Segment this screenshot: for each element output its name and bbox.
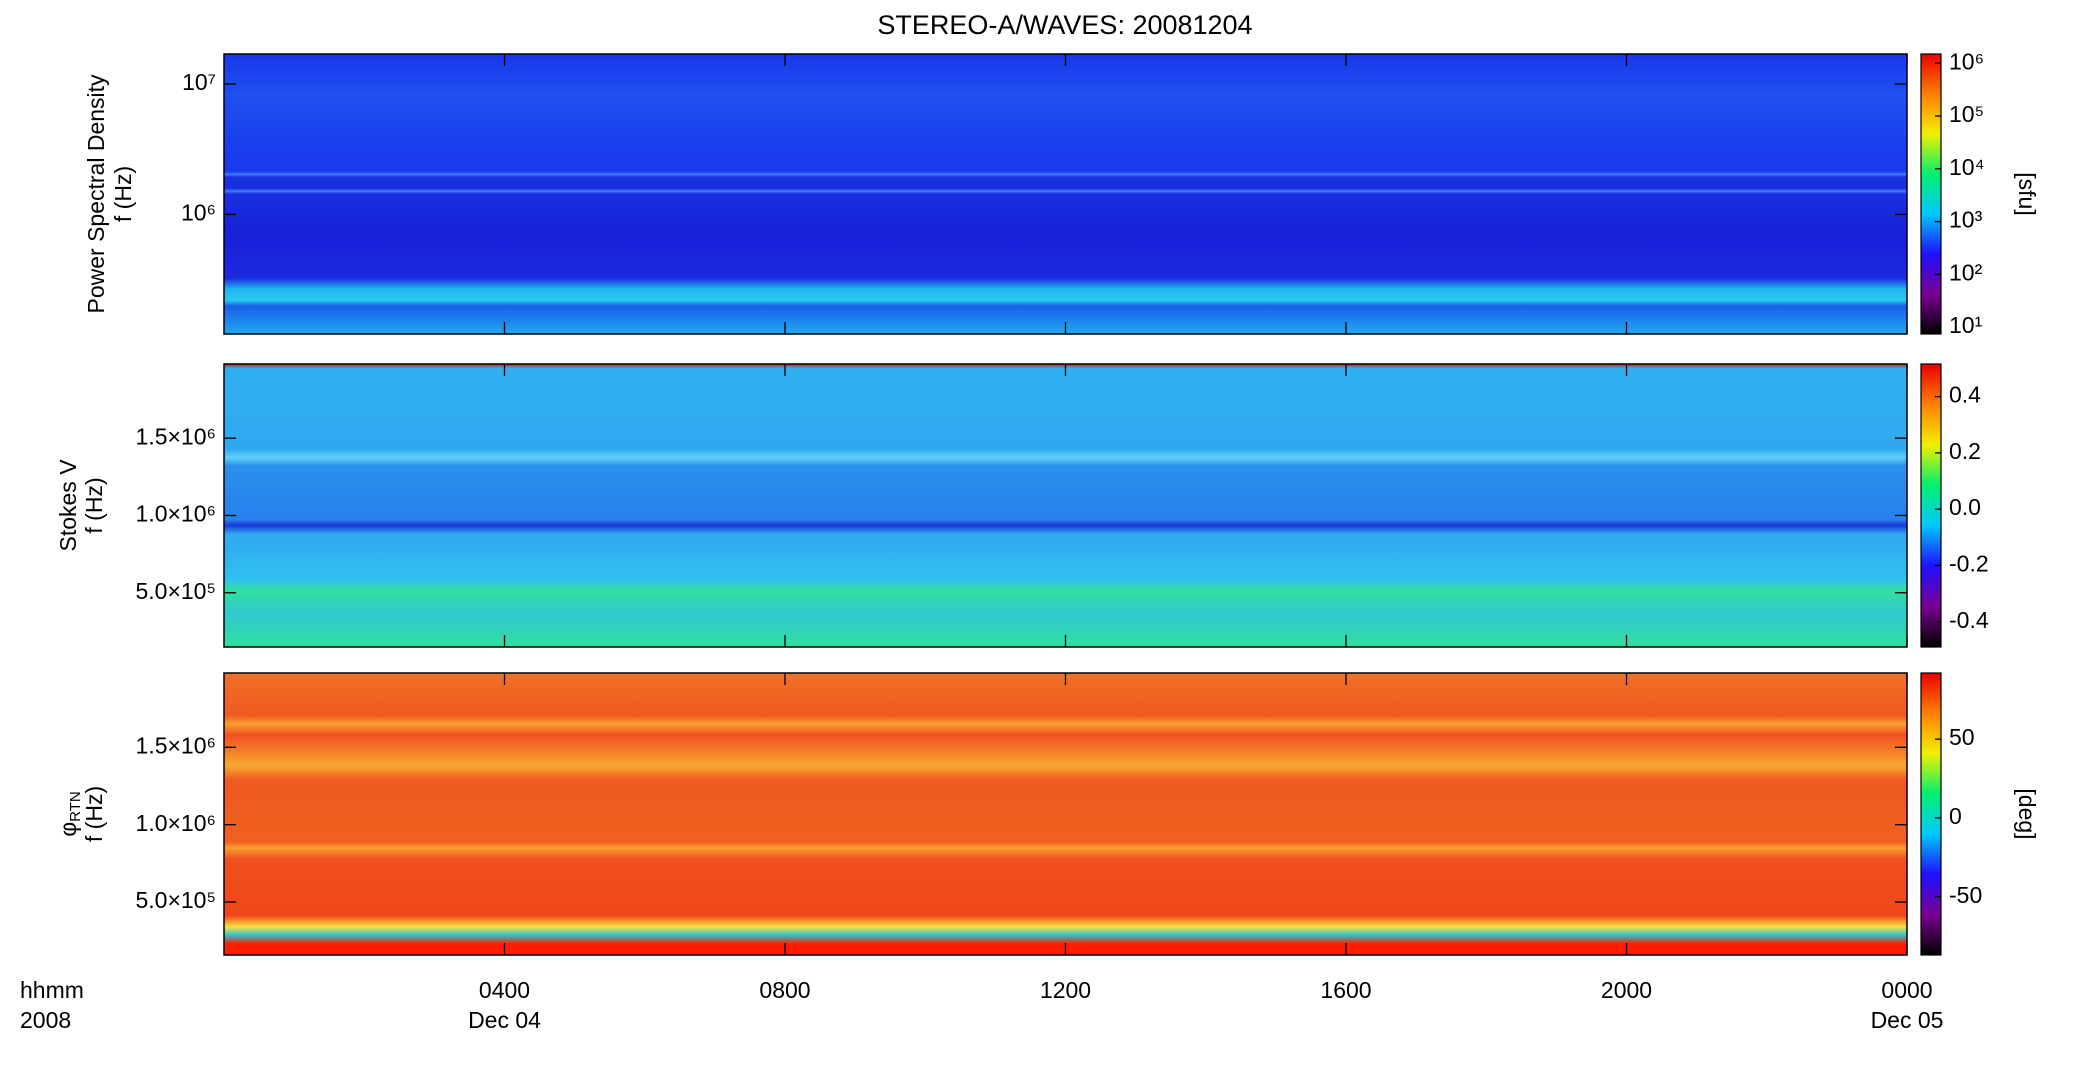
colorbar-tick-label: 10⁶	[1949, 48, 1984, 74]
spectrogram	[224, 673, 1907, 955]
colorbar-tick-label: -0.4	[1949, 607, 1989, 633]
y-axis-label-symbol: φ	[55, 822, 81, 837]
colorbar	[1920, 672, 1942, 956]
colorbar-tick-label: -0.2	[1949, 550, 1989, 576]
colorbar-tick-label: 50	[1949, 724, 1975, 750]
colorbar-tick-label: 10¹	[1949, 312, 1983, 338]
colorbar-label: [deg]	[2014, 788, 2040, 839]
x-tick-label: 2000	[1601, 977, 1652, 1003]
colorbar-label: [sfu]	[2014, 172, 2040, 215]
colorbar-tick-label: 0.2	[1949, 438, 1981, 464]
x-tick-label: 0000	[1881, 977, 1932, 1003]
y-axis-label: Stokes V	[55, 459, 81, 552]
colorbar-tick-label: 0.0	[1949, 494, 1981, 520]
y-tick-label: 5.0×10⁵	[135, 887, 216, 913]
y-tick-label: 1.5×10⁶	[136, 732, 216, 758]
y-tick-label: 10⁶	[181, 199, 216, 225]
y-axis-label: f (Hz)	[81, 786, 107, 842]
y-axis-label-subscript: RTN	[67, 791, 84, 822]
y-tick-label: 1.0×10⁶	[136, 501, 216, 527]
y-tick-label: 5.0×10⁵	[135, 578, 216, 604]
x-date-label: Dec 04	[468, 1007, 541, 1033]
y-tick-label: 1.5×10⁶	[136, 423, 216, 449]
chart-title: STEREO-A/WAVES: 20081204	[877, 10, 1252, 40]
colorbar	[1920, 363, 1942, 648]
spectrogram	[224, 54, 1907, 334]
colorbar-tick-label: 10⁵	[1949, 101, 1984, 127]
x-tick-label: 0400	[479, 977, 530, 1003]
x-date-label: Dec 05	[1871, 1007, 1944, 1033]
colorbar-tick-label: -50	[1949, 882, 1982, 908]
x-axis-label: 2008	[20, 1007, 71, 1033]
colorbar-tick-label: 0.4	[1949, 382, 1981, 408]
colorbar-tick-label: 10²	[1949, 259, 1983, 285]
x-tick-label: 1600	[1320, 977, 1371, 1003]
y-tick-label: 10⁷	[182, 69, 216, 95]
x-tick-label: 1200	[1040, 977, 1091, 1003]
x-axis-label: hhmm	[20, 977, 84, 1003]
x-tick-label: 0800	[759, 977, 810, 1003]
colorbar-tick-label: 0	[1949, 803, 1962, 829]
y-axis-label: Power Spectral Density	[83, 74, 109, 314]
y-tick-label: 1.0×10⁶	[136, 810, 216, 836]
y-axis-label: φRTN	[55, 791, 84, 836]
y-axis-label: f (Hz)	[81, 477, 107, 533]
colorbar-tick-label: 10⁴	[1949, 154, 1984, 180]
colorbar-tick-label: 10³	[1949, 207, 1983, 233]
colorbar	[1920, 53, 1942, 335]
spectrogram	[224, 364, 1907, 647]
y-axis-label: f (Hz)	[110, 166, 136, 222]
